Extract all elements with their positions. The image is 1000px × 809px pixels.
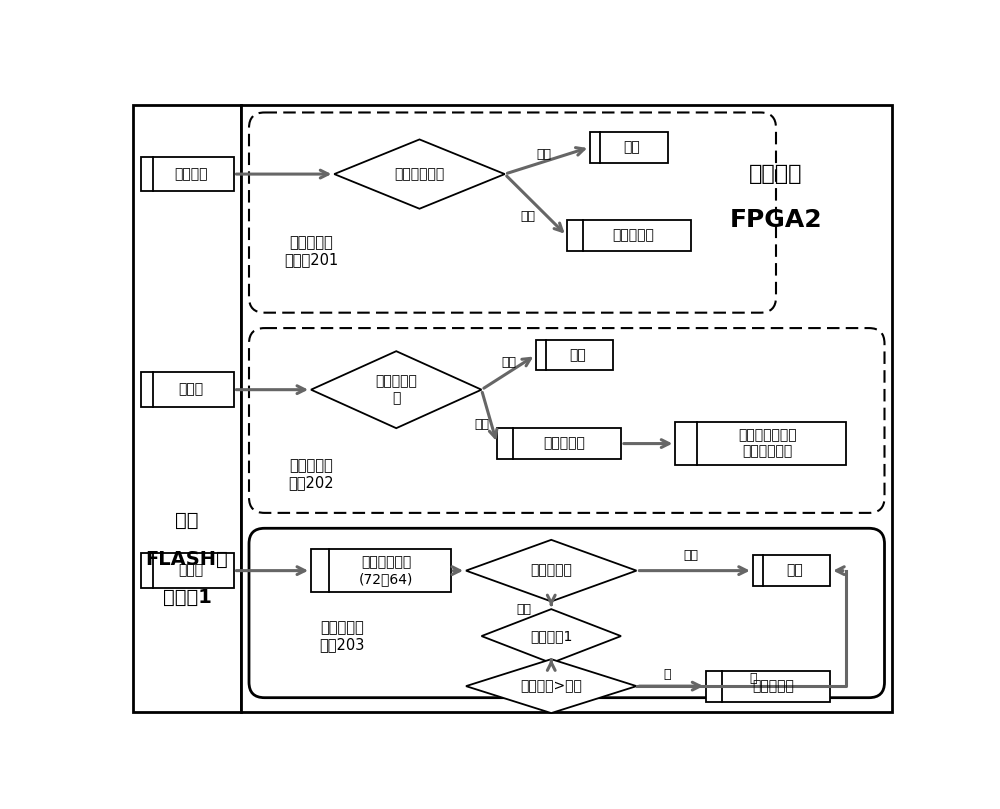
Polygon shape — [466, 540, 637, 601]
FancyBboxPatch shape — [706, 671, 830, 701]
Polygon shape — [466, 659, 637, 713]
Text: 坏区表更新: 坏区表更新 — [543, 437, 585, 451]
Text: 校验成功？: 校验成功？ — [530, 564, 572, 578]
Text: 失败: 失败 — [474, 417, 489, 431]
Text: 坏区表更新: 坏区表更新 — [613, 229, 655, 243]
Text: 好区: 好区 — [786, 564, 803, 578]
Text: 汉明校验译码
(72、64): 汉明校验译码 (72、64) — [359, 556, 414, 586]
Text: 否: 否 — [749, 672, 757, 685]
FancyBboxPatch shape — [590, 132, 668, 163]
Polygon shape — [482, 609, 621, 663]
FancyBboxPatch shape — [536, 340, 613, 371]
FancyBboxPatch shape — [241, 105, 892, 712]
Text: 写状态处理
装置202: 写状态处理 装置202 — [288, 458, 334, 490]
Text: 成功: 成功 — [536, 148, 551, 161]
Text: 写操作: 写操作 — [178, 383, 203, 396]
Text: 计数器加1: 计数器加1 — [530, 629, 572, 643]
FancyBboxPatch shape — [140, 372, 234, 407]
FancyBboxPatch shape — [140, 553, 234, 588]
FancyBboxPatch shape — [675, 422, 846, 464]
Text: 存储控制: 存储控制 — [749, 164, 803, 184]
Text: 错误次数>阈値: 错误次数>阈値 — [520, 679, 582, 693]
Text: 储芯牌1: 储芯牌1 — [163, 588, 211, 607]
Text: 成功: 成功 — [501, 356, 516, 369]
Text: 成功: 成功 — [683, 549, 698, 561]
Polygon shape — [334, 139, 505, 209]
Text: 芯牌状态反馈: 芯牌状态反馈 — [394, 167, 445, 181]
Text: 擦除操作: 擦除操作 — [174, 167, 207, 181]
Text: 四组: 四组 — [175, 511, 199, 530]
Text: 读操作: 读操作 — [178, 564, 203, 578]
FancyBboxPatch shape — [497, 428, 621, 459]
Text: 失败: 失败 — [517, 603, 532, 616]
FancyBboxPatch shape — [567, 220, 691, 251]
FancyBboxPatch shape — [133, 105, 241, 712]
Text: 好区: 好区 — [623, 140, 640, 155]
FancyBboxPatch shape — [249, 528, 885, 697]
Text: 擦除状态处
理装置201: 擦除状态处 理装置201 — [284, 235, 338, 267]
Text: 好区: 好区 — [569, 348, 586, 362]
FancyBboxPatch shape — [753, 555, 830, 586]
Text: 读状态处理
装置203: 读状态处理 装置203 — [319, 620, 365, 652]
Text: 失败: 失败 — [520, 210, 536, 223]
Text: 已写的数据转移
到下一个好区: 已写的数据转移 到下一个好区 — [738, 429, 797, 459]
Text: FLASH存: FLASH存 — [146, 549, 228, 569]
Text: FPGA2: FPGA2 — [730, 208, 822, 232]
FancyBboxPatch shape — [140, 157, 234, 192]
Text: 芯牌状态反
馈: 芯牌状态反 馈 — [375, 375, 417, 404]
Text: 坏区表更新: 坏区表更新 — [752, 679, 794, 693]
Text: 是: 是 — [664, 668, 671, 681]
FancyBboxPatch shape — [311, 549, 450, 592]
Polygon shape — [311, 351, 482, 428]
